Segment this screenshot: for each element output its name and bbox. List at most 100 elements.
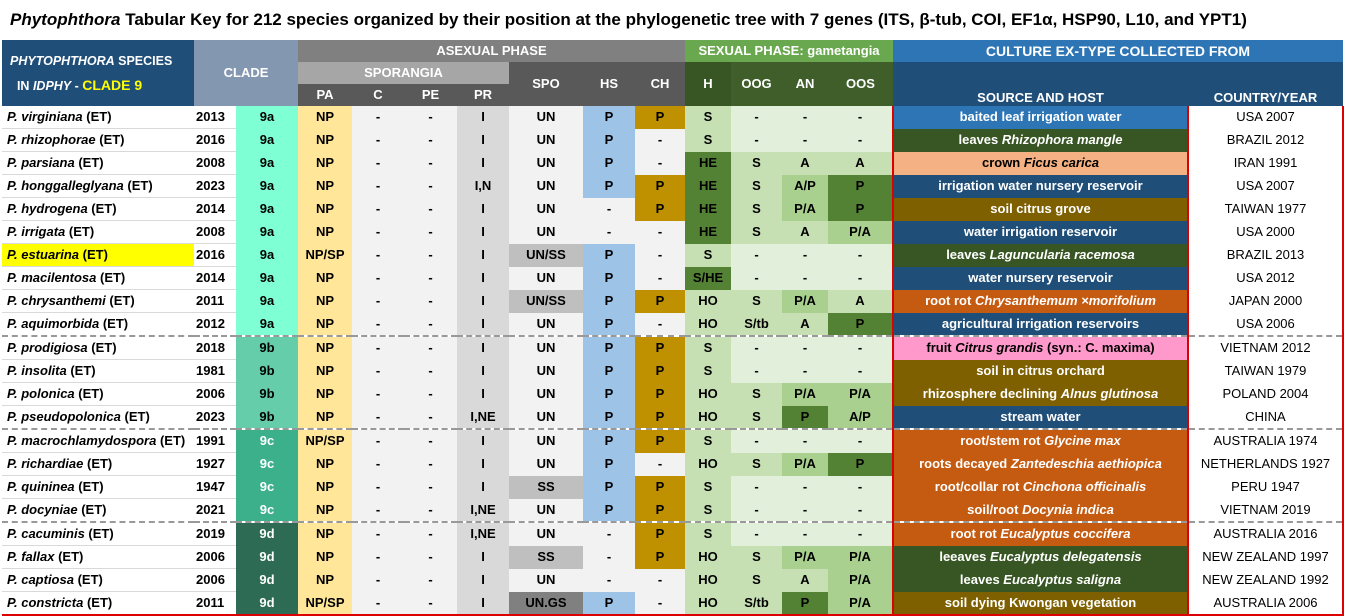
pr-cell: I [457,568,509,592]
table-row: P. macrochlamydospora (ET) 1991 9c NP/SP - - I… [2,428,1344,453]
host-name: Docynia indica [1022,501,1114,517]
year-cell: 2008 [194,151,236,175]
host-name: Ficus carica [1023,155,1100,170]
an-cell: P [782,405,828,429]
year-cell: 2014 [194,197,236,221]
species-name-cell: P. cacuminis (ET) [2,521,194,546]
species-name: P. docyniae [7,502,78,517]
pa-cell: NP [298,521,352,546]
c-cell: - [352,498,404,522]
year-cell: 2019 [194,521,236,546]
year-cell: 2021 [194,498,236,523]
h-cell: S [685,498,731,522]
species-name-cell: P. polonica (ET) [2,382,194,406]
ex-type-tag: (ET) [54,549,84,564]
ch-cell: P [635,382,685,406]
source-host-cell: water nursery reservoir [892,266,1188,290]
spo-cell: SS [509,475,583,499]
table-row: P. macilentosa (ET) 2014 9a NP - - I UN P - S/HE - -… [2,266,1344,290]
ch-cell: P [635,197,685,221]
spo-cell: UN [509,106,583,129]
pr-cell: I [457,545,509,569]
source-text: soil dying Kwongan vegetation [944,594,1137,610]
species-name-cell: P. prodigiosa (ET) [2,335,194,360]
c-cell: - [352,335,404,360]
table-row: P. richardiae (ET) 1927 9c NP - - I UN P - HO S P/A P… [2,452,1344,476]
h-cell: HE [685,220,731,244]
clade-cell: 9a [236,220,298,244]
year-cell: 2013 [194,106,236,129]
source-host-cell: roots decayed Zantedeschia aethiopica [892,452,1188,476]
oog-cell: S [731,289,782,313]
oog-cell: S [731,382,782,406]
pr-cell: I [457,428,509,453]
ch-cell: P [635,498,685,522]
pr-cell: I [457,266,509,290]
table-row: P. chrysanthemi (ET) 2011 9a NP - - I UN/SS P P HO… [2,289,1344,313]
species-name: P. constricta [7,595,84,610]
pe-cell: - [404,568,457,592]
h-cell: S [685,428,731,453]
year-cell: 2023 [194,405,236,430]
species-name-cell: P. fallax (ET) [2,545,194,569]
c-cell: - [352,452,404,476]
species-name-cell: P. virginiana (ET) [2,106,194,129]
oog-cell: - [731,428,782,453]
ex-type-tag: (ET) [96,270,126,285]
clade-cell: 9d [236,521,298,546]
species-name: P. richardiae [7,456,84,471]
oos-cell: P [828,174,893,198]
source-text: soil citrus grove [990,201,1091,216]
h-header: H [685,62,731,106]
species-name-cell: P. captiosa (ET) [2,568,194,592]
h-cell: S [685,359,731,383]
country-year-cell: POLAND 2004 [1187,382,1344,406]
oog-cell: - [731,335,782,360]
table-row: P. prodigiosa (ET) 2018 9b NP - - I UN P P S - - - fru… [2,335,1344,360]
year-cell: 1981 [194,359,236,383]
spo-cell: UN [509,382,583,406]
spo-cell: UN [509,452,583,476]
pr-cell: I,N [457,174,509,198]
oos-cell: P/A [828,382,893,406]
ex-type-tag: (ET) [99,316,129,331]
ch-cell: P [635,106,685,129]
c-cell: - [352,591,404,616]
host-name: Zantedeschia aethiopica [1010,456,1162,471]
an-cell: P [782,591,828,616]
year-cell: 2018 [194,335,236,360]
ch-cell: - [635,128,685,152]
ch-cell: - [635,568,685,592]
ex-type-tag: (ET) [156,433,186,448]
oos-cell: P/A [828,545,893,569]
country-year-cell: BRAZIL 2013 [1187,243,1344,267]
species-name: P. quininea [7,479,75,494]
pe-cell: - [404,545,457,569]
oos-cell: - [828,475,893,499]
oog-cell: S [731,545,782,569]
pe-cell: - [404,312,457,336]
clade-cell: 9b [236,405,298,429]
pa-cell: NP [298,475,352,499]
oos-cell: - [828,498,893,522]
pr-cell: I [457,243,509,267]
source-text: root rot [925,293,975,308]
species-name-cell: P. irrigata (ET) [2,220,194,244]
table-row: P. fallax (ET) 2006 9d NP - - I SS - P HO S P/A P/A le… [2,545,1344,569]
table-row: P. constricta (ET) 2011 9d NP/SP - - I UN.GS P - H… [2,591,1344,616]
pe-cell: - [404,359,457,383]
oos-cell: A/P [828,405,893,429]
ex-type-tag: (ET) [66,363,96,378]
pr-cell: I [457,475,509,499]
source-host-cell: root rot Eucalyptus coccifera [892,521,1188,546]
source-host-cell: root/collar rot Cinchona officinalis [892,475,1188,499]
ex-type-tag: (ET) [73,572,103,587]
clade-cell: 9a [236,128,298,152]
ch-cell: - [635,243,685,267]
pr-cell: I,NE [457,521,509,546]
clade-cell: 9d [236,568,298,592]
an-cell: P/A [782,452,828,476]
oos-cell: - [828,106,893,129]
host-name: Laguncularia racemosa [989,247,1135,262]
